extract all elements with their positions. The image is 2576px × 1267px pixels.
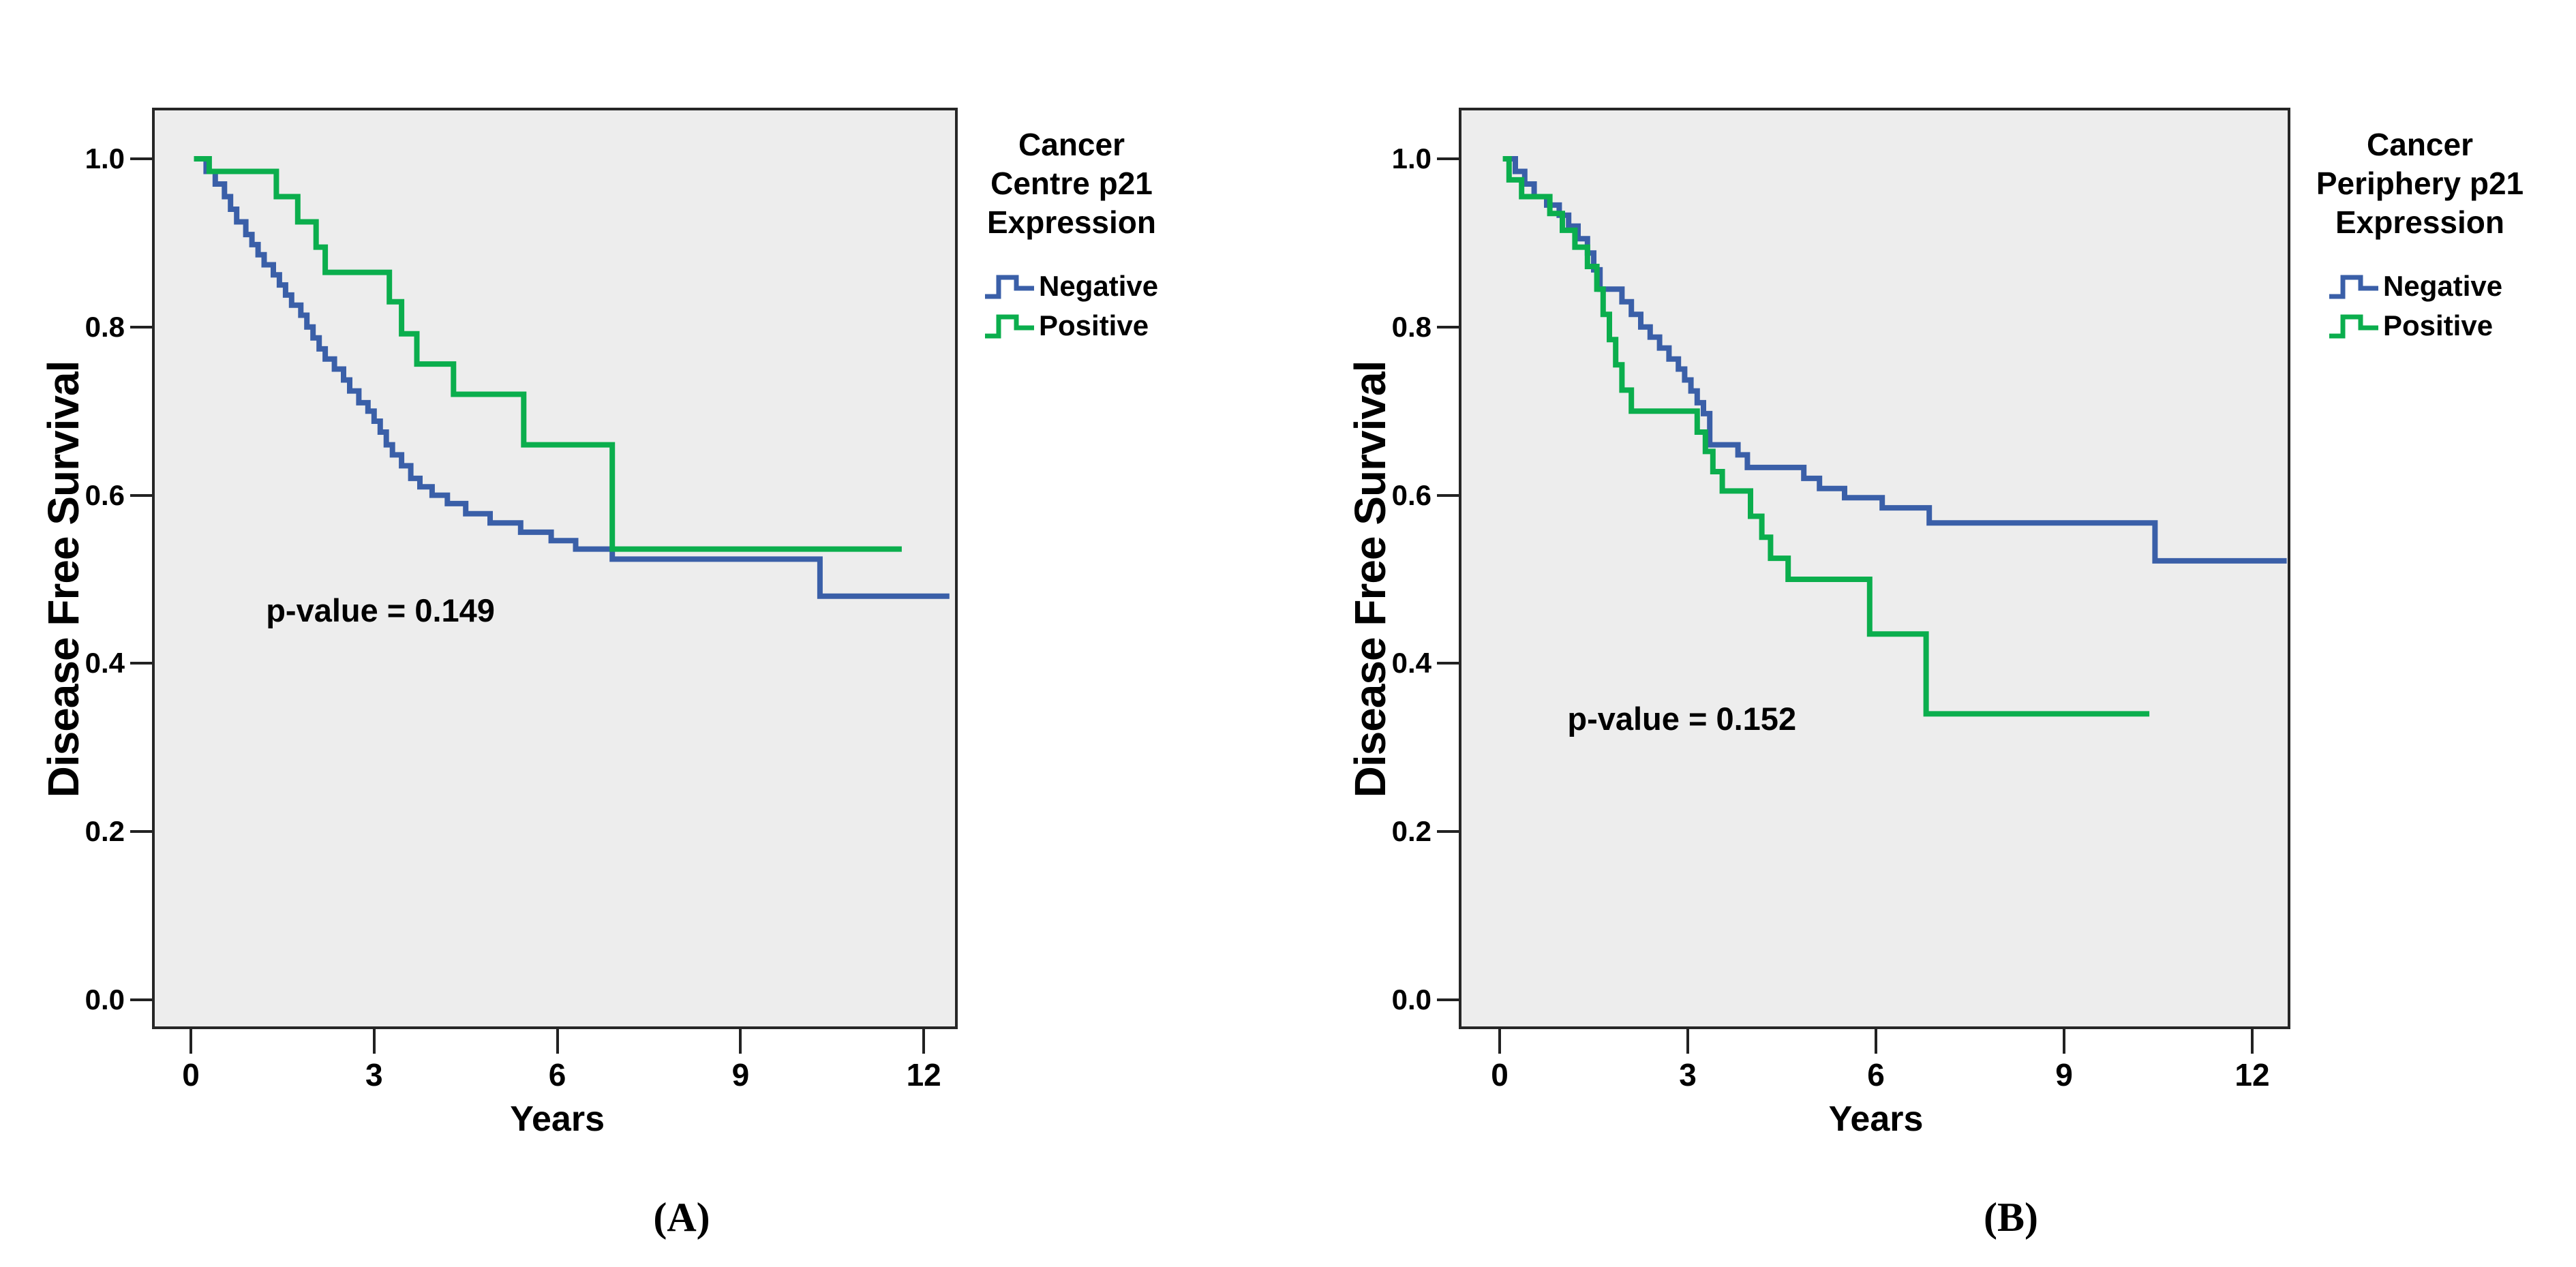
legend-title-line: Expression — [2335, 204, 2504, 240]
y-tick-label: 0.2 — [85, 815, 125, 848]
survival-curve-negative — [194, 156, 950, 599]
y-tick-label: 0.8 — [85, 310, 125, 343]
legend-title-line: Centre p21 — [990, 166, 1153, 201]
legend-title-line: Expression — [987, 204, 1156, 240]
legend-title-a: Cancer Centre p21 Expression — [915, 125, 1228, 242]
x-tick — [922, 1029, 926, 1054]
x-tick — [372, 1029, 376, 1054]
panel-caption-b: (B) — [1984, 1195, 2038, 1240]
x-tick — [556, 1029, 559, 1054]
x-tick-label: 3 — [365, 1057, 383, 1093]
legend-step-line — [985, 314, 1034, 339]
legend-step-icon-positive — [985, 314, 1034, 339]
y-tick — [1437, 830, 1459, 834]
x-tick-label: 12 — [906, 1057, 941, 1093]
x-tick — [1498, 1029, 1501, 1054]
panel-caption-a: (A) — [653, 1195, 710, 1240]
y-tick-label: 0.2 — [1391, 815, 1431, 848]
y-tick — [130, 830, 152, 834]
x-tick — [739, 1029, 742, 1054]
y-tick-label: 0.4 — [85, 647, 125, 680]
y-tick-label: 0.8 — [1391, 310, 1431, 343]
legend-step-line — [2329, 314, 2378, 339]
y-tick — [130, 157, 152, 160]
x-axis-title-b: Years — [1828, 1099, 1924, 1139]
legend-label-positive: Positive — [2383, 309, 2494, 341]
p-value-annotation-a: p-value = 0.149 — [266, 592, 495, 628]
y-tick — [1437, 493, 1459, 497]
y-tick-label: 1.0 — [1391, 142, 1431, 174]
legend-step-icon-negative — [2329, 275, 2378, 299]
legend-item-negative-a: Negative — [984, 269, 1158, 304]
x-tick — [1875, 1029, 1877, 1054]
km-plot-b — [1459, 108, 2290, 1029]
legend-step-icon-negative — [985, 275, 1034, 299]
y-tick — [1437, 157, 1459, 160]
y-tick — [1437, 662, 1459, 665]
plot-area — [1459, 108, 2290, 1029]
x-tick-label: 0 — [182, 1057, 200, 1093]
y-tick — [130, 493, 152, 497]
survival-curve-positive — [194, 156, 902, 552]
y-tick-label: 0.4 — [1391, 647, 1431, 680]
y-tick-label: 0.0 — [85, 983, 125, 1016]
legend-label-negative: Negative — [2383, 270, 2503, 302]
legend-item-positive-b: Positive — [2328, 308, 2493, 344]
x-tick — [2063, 1029, 2065, 1054]
x-tick — [190, 1029, 192, 1054]
x-tick-label: 3 — [1679, 1057, 1697, 1093]
legend-title-line: Periphery p21 — [2316, 166, 2524, 201]
legend-step-line — [2329, 275, 2378, 299]
x-tick — [2251, 1029, 2254, 1054]
x-axis-title-a: Years — [510, 1099, 605, 1139]
x-tick-label: 12 — [2234, 1057, 2270, 1093]
y-tick-label: 0.6 — [85, 478, 125, 511]
y-tick — [1437, 998, 1459, 1001]
y-tick — [1437, 325, 1459, 329]
p-value-annotation-b: p-value = 0.152 — [1567, 700, 1797, 737]
x-tick — [1686, 1029, 1689, 1054]
km-plot-a — [152, 108, 958, 1029]
legend-label-positive: Positive — [1039, 309, 1149, 341]
legend-title-line: Cancer — [2367, 127, 2473, 162]
legend-item-negative-b: Negative — [2328, 269, 2502, 304]
legend-item-positive-a: Positive — [984, 308, 1149, 344]
legend-title-line: Cancer — [1018, 127, 1125, 162]
y-tick-label: 1.0 — [85, 142, 125, 174]
plot-area — [152, 108, 958, 1029]
y-tick — [130, 662, 152, 665]
survival-curve-positive — [1502, 156, 2150, 717]
y-tick — [130, 325, 152, 329]
y-tick-label: 0.6 — [1391, 478, 1431, 511]
x-tick-label: 9 — [2055, 1057, 2073, 1093]
x-tick-label: 0 — [1491, 1057, 1509, 1093]
y-tick — [130, 998, 152, 1001]
x-tick-label: 9 — [731, 1057, 750, 1093]
y-tick-label: 0.0 — [1391, 983, 1431, 1016]
x-tick-label: 6 — [1867, 1057, 1885, 1093]
legend-label-negative: Negative — [1039, 270, 1159, 302]
legend-step-line — [985, 275, 1034, 299]
legend-title-b: Cancer Periphery p21 Expression — [2263, 125, 2576, 242]
legend-step-icon-positive — [2329, 314, 2378, 339]
x-tick-label: 6 — [548, 1057, 566, 1093]
